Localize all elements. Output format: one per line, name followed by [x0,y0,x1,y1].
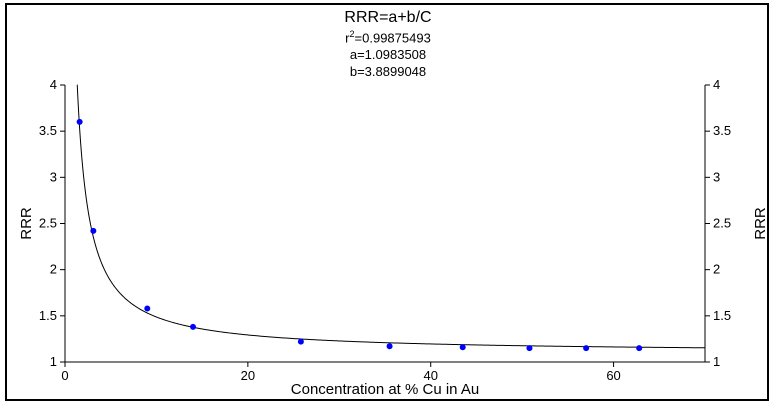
data-point [636,345,643,352]
y-tick-label-right: 4 [713,77,720,92]
y-tick-label-left: 2 [50,262,57,277]
y-tick-label-right: 1.5 [713,308,731,323]
y-axis-label-right: RRR [752,207,769,240]
y-axis-label-left: RRR [18,207,35,240]
x-tick-label: 20 [241,368,255,383]
y-tick-label-right: 1 [713,354,720,369]
data-point [526,345,533,352]
parameter-b-label: b=3.8899048 [349,64,427,79]
data-point [144,305,151,312]
data-point [90,227,97,234]
y-tick-label-left: 3 [50,169,57,184]
data-point [190,323,196,330]
y-tick-label-left: 3.5 [39,123,57,138]
x-tick-label: 40 [423,368,437,383]
r-squared-prefix: r [345,30,350,46]
y-tick-label-left: 1.5 [39,308,57,323]
parameter-a-label: a=1.0983508 [349,47,427,62]
r-squared-value: =0.99875493 [354,30,431,46]
data-point [386,343,393,350]
y-tick-label-right: 3.5 [713,123,731,138]
y-tick-label-right: 2.5 [713,216,731,231]
y-tick-label-left: 2.5 [39,216,57,231]
data-point [297,338,304,345]
y-tick-label-right: 2 [713,262,720,277]
x-axis-label: Concentration at % Cu in Au [291,381,479,398]
x-tick-label: 0 [61,368,68,383]
data-point [583,345,590,352]
chart-title: RRR=a+b/C [344,9,432,26]
data-point [459,344,466,351]
y-tick-label-right: 3 [713,169,720,184]
chart-frame [5,3,769,401]
data-point [76,118,83,125]
r-squared-label: r2=0.99875493 [0,29,776,45]
x-tick-label: 60 [606,368,620,383]
r-squared-superscript: 2 [349,29,355,39]
y-tick-label-left: 4 [50,77,57,92]
fit-curve [76,84,706,349]
y-tick-label-left: 1 [50,354,57,369]
